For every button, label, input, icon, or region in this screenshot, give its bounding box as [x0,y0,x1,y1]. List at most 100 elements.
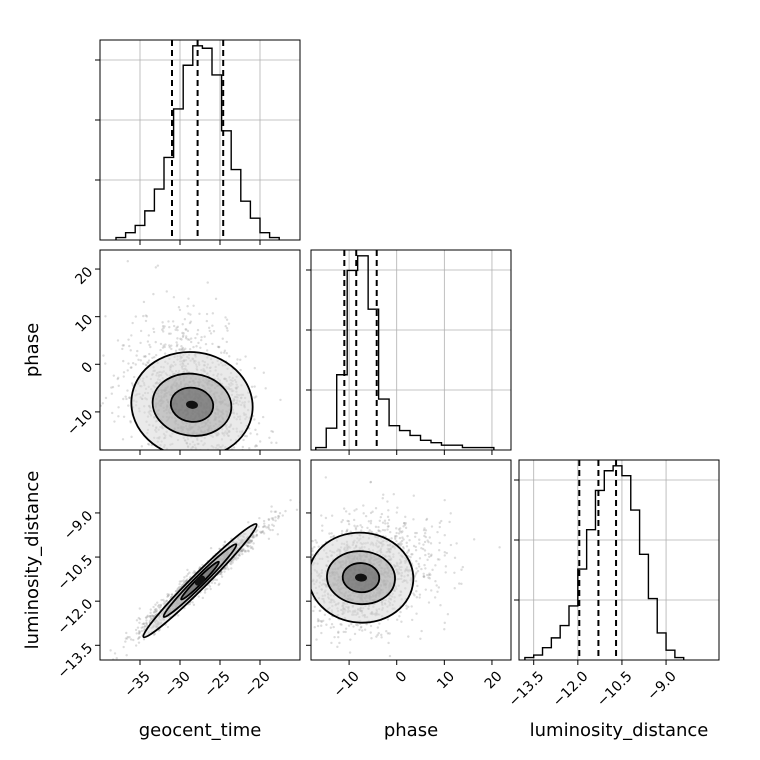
scatter-point [304,582,306,584]
scatter-point [152,327,155,330]
scatter-point [136,626,140,629]
scatter-point [167,593,171,596]
scatter-point [177,489,179,491]
scatter-point [148,615,152,618]
scatter-point [162,602,165,605]
scatter-point [436,590,439,593]
scatter-point [178,466,180,468]
scatter-point [225,327,229,330]
scatter-point [320,624,323,627]
scatter-point [226,329,229,332]
scatter-point [248,541,251,545]
scatter-point [395,618,399,621]
scatter-point [264,387,267,390]
scatter-point [426,558,429,562]
scatter-point [430,525,434,528]
scatter-point [248,538,251,542]
scatter-point [303,606,305,608]
scatter-point [225,340,228,344]
scatter-point [135,632,138,635]
scatter-point [244,550,248,553]
scatter-point [262,532,266,535]
scatter-point [377,525,380,529]
scatter-point [375,635,378,638]
scatter-point [443,628,446,631]
scatter-point [390,537,393,540]
scatter-point [180,454,182,456]
scatter-point [415,589,418,593]
scatter-point [126,635,129,639]
scatter-point [239,368,242,372]
scatter-point [147,359,151,362]
scatter-point [111,411,114,415]
scatter-point [273,462,275,464]
scatter-point [203,450,205,452]
scatter-point [316,624,320,628]
scatter-point [191,601,194,604]
panel-frame [99,39,301,241]
scatter-point [152,605,155,609]
scatter-point [184,337,188,340]
scatter-point [146,340,150,343]
scatter-point [443,498,446,502]
scatter-point [405,607,408,610]
scatter-point [220,570,223,574]
scatter-point [259,531,263,535]
scatter-point [370,637,373,640]
scatter-point [270,441,273,444]
scatter-point [230,567,233,570]
scatter-point [139,341,142,345]
scatter-point [369,624,373,628]
scatter-point [221,479,223,481]
scatter-point [289,498,292,502]
scatter-point [268,436,271,439]
scatter-point [253,396,256,399]
scatter-point [267,527,271,530]
x-tick-label: −35 [122,668,154,700]
scatter-point [215,578,219,582]
scatter-point [405,541,408,545]
scatter-point [151,356,154,360]
scatter-point [219,462,221,464]
scatter-point [250,385,254,388]
x-tick-label: −9.0 [644,668,679,703]
scatter-point [153,356,156,359]
scatter-point [154,610,157,613]
scatter-point [163,325,166,328]
scatter-point [231,561,234,564]
scatter-point [144,355,147,358]
scatter-point [320,514,323,517]
scatter-point [192,345,195,349]
scatter-point [415,612,418,615]
scatter-point [110,386,113,389]
scatter-point [122,415,126,418]
scatter-point [246,549,250,552]
scatter-point [411,553,414,556]
scatter-point [137,641,141,644]
contour-line [311,531,415,624]
scatter-point [145,616,148,619]
scatter-point [138,631,142,634]
scatter-point [137,616,140,620]
scatter-point [150,617,154,621]
scatter-point [195,345,198,348]
scatter-point [400,539,404,543]
scatter-point [249,541,252,544]
scatter-point [330,641,333,645]
scatter-point [386,500,389,503]
scatter-point [352,518,356,522]
scatter-point [325,623,328,626]
scatter-point [403,523,407,526]
scatter-point [386,632,390,635]
scatter-point [349,638,352,641]
scatter-point [410,618,414,622]
scatter-point [234,556,238,559]
scatter-point [128,396,131,400]
scatter-point [257,422,261,425]
scatter-point [444,565,448,568]
scatter-point [230,455,232,457]
scatter-point [332,625,335,629]
scatter-point [395,511,398,514]
contour-line [341,562,381,594]
scatter-point [404,515,407,519]
